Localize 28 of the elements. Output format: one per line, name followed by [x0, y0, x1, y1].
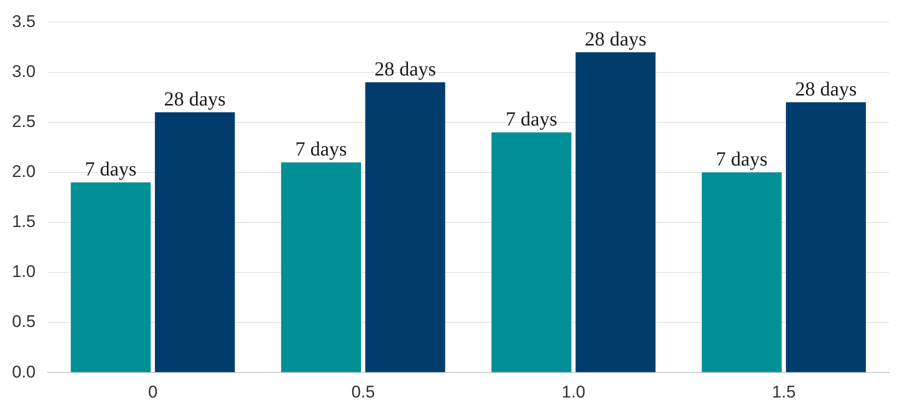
text: 28 days — [584, 28, 646, 50]
y-tick-label: 3.0 — [12, 62, 36, 81]
y-tick-label: 0.0 — [12, 362, 36, 382]
bar — [491, 132, 572, 372]
x-tick-label: 0 — [148, 382, 158, 402]
bar — [70, 182, 151, 372]
series-label: 7 days — [84, 158, 137, 181]
series-label: 28 days — [164, 88, 226, 111]
text: 7 days — [506, 108, 558, 131]
text: 28 days — [795, 78, 857, 101]
y-tick-label: 0.5 — [12, 312, 36, 332]
bar — [154, 112, 235, 372]
y-tick-label: 2.5 — [12, 112, 36, 131]
y-tick-label: 3.5 — [12, 12, 36, 31]
bar — [786, 102, 866, 372]
x-tick-label: 0.5 — [351, 382, 375, 402]
text: 7 days — [295, 138, 347, 161]
text: 7 days — [716, 148, 768, 171]
text: 28 days — [374, 58, 436, 81]
y-tick-label: 1.5 — [12, 212, 36, 232]
bar — [576, 52, 656, 372]
x-tick-label: 1.5 — [772, 382, 796, 402]
bar — [702, 172, 782, 372]
bar — [365, 82, 446, 372]
y-tick-label: 1.0 — [12, 262, 36, 282]
x-tick-label: 1.0 — [562, 382, 586, 402]
bar — [281, 162, 362, 372]
y-tick-label: 2.0 — [12, 162, 36, 182]
